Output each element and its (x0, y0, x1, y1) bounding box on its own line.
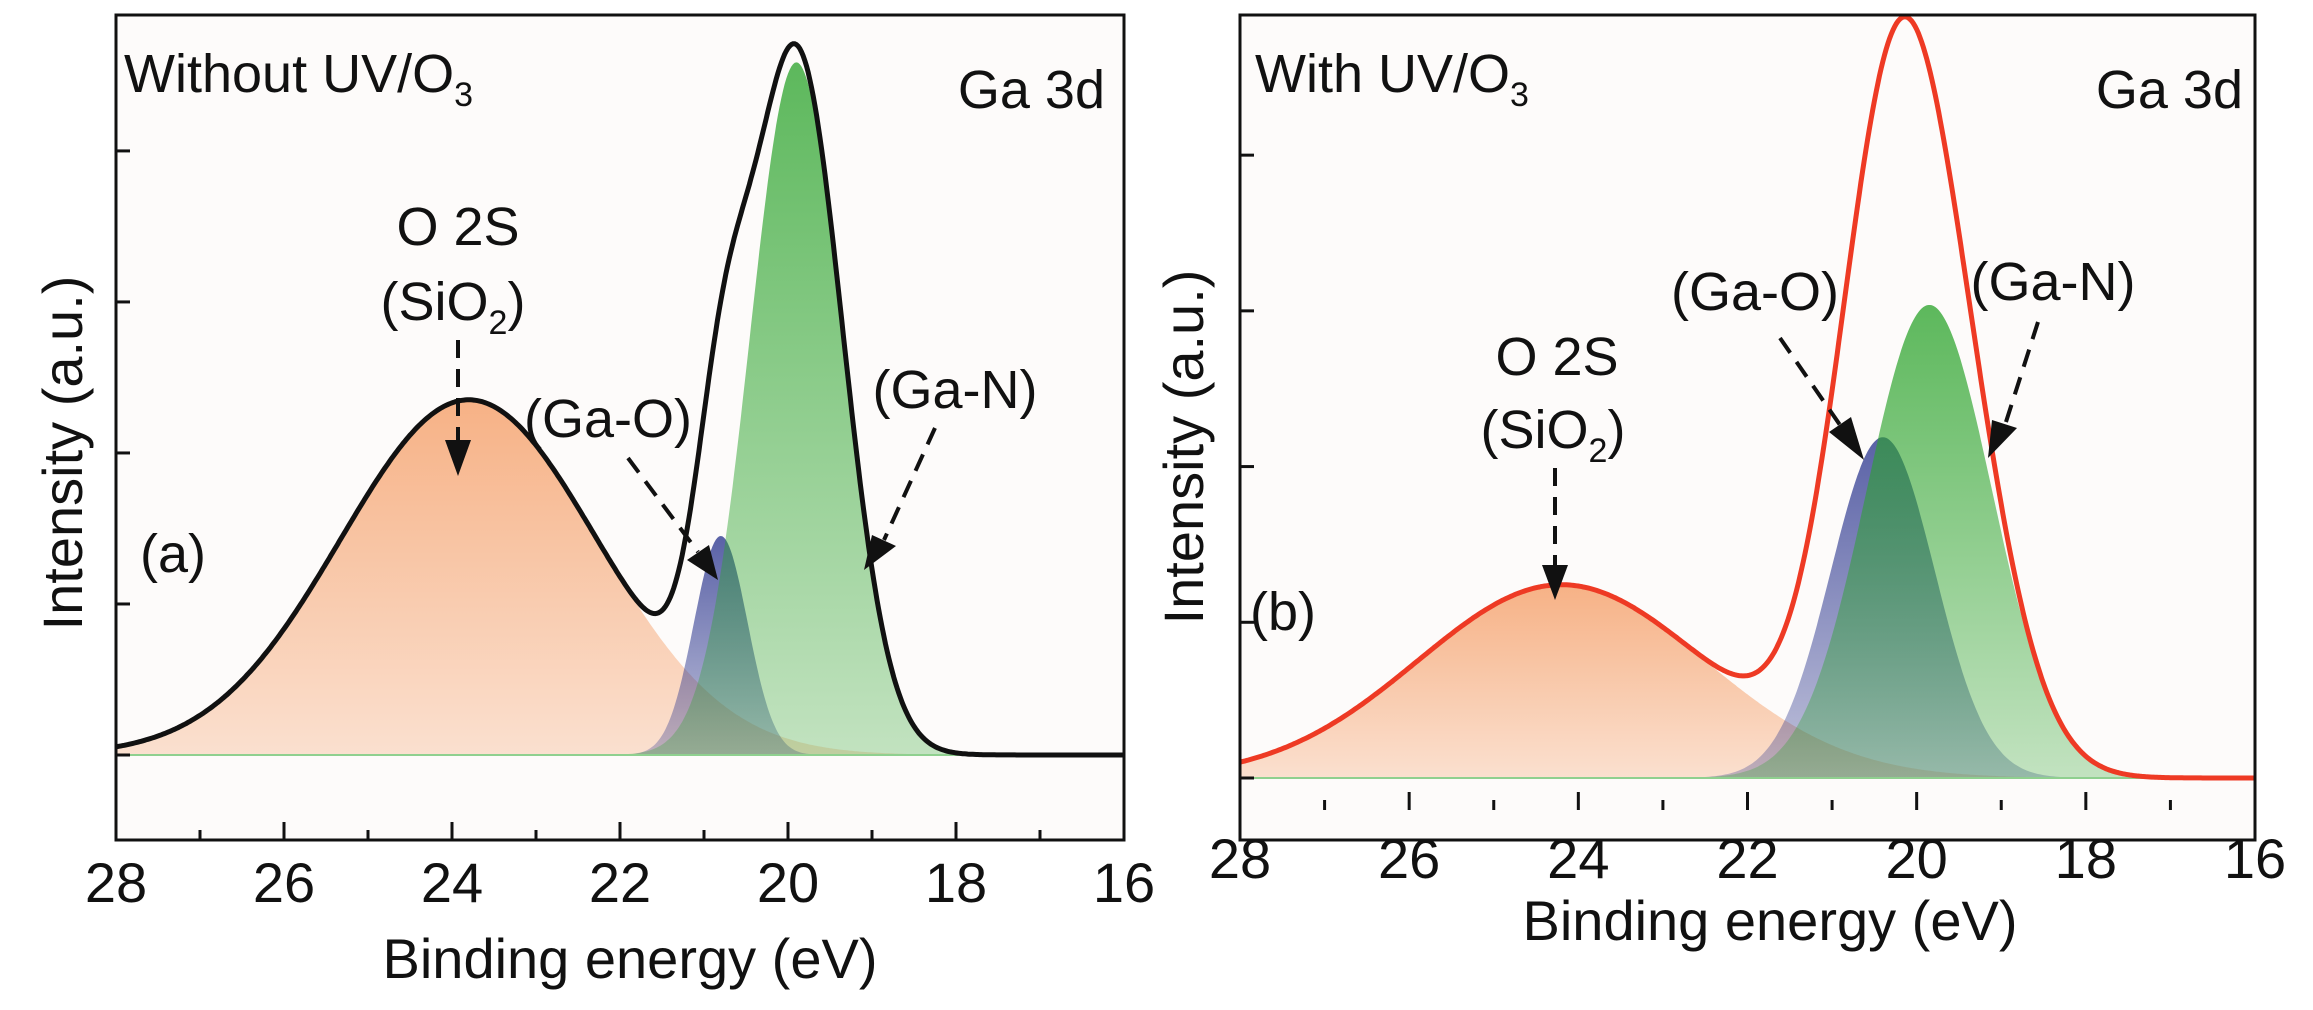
annotation-gao-a: (Ga-O) (524, 389, 692, 449)
x-axis-label-a: Binding energy (eV) (383, 927, 878, 990)
annotation-o2s-b: O 2S (1495, 327, 1618, 387)
annotation-sio2-a: (SiO2) (381, 272, 526, 342)
annotation-gao-b: (Ga-O) (1671, 262, 1839, 322)
x-tick-label: 22 (589, 851, 651, 914)
condition-label-a: Without UV/O3 (124, 44, 473, 114)
arrow-gao-b (1778, 336, 1864, 460)
panel-b: 28 26 24 22 20 18 16 With UV/O3 Ga 3d (b) O 2S… (1152, 13, 2286, 952)
x-tick-label: 24 (1547, 827, 1609, 890)
panel-label-a: (a) (140, 524, 206, 584)
x-tick-label: 20 (1886, 827, 1948, 890)
annotation-sio2-b: (SiO2) (1481, 400, 1626, 470)
arrow-o2s-b (1542, 468, 1568, 600)
x-tick-label: 24 (421, 851, 483, 914)
panel-a: 28 26 24 22 20 18 16 Without UV/O3 Ga 3d (a) O… (31, 13, 1155, 990)
condition-label-b: With UV/O3 (1255, 44, 1529, 114)
plot-frame-b (1238, 13, 2257, 842)
x-tick-label: 16 (1093, 851, 1155, 914)
y-axis-label-a: Intensity (a.u.) (31, 276, 94, 631)
y-axis-label-b: Intensity (a.u.) (1152, 270, 1215, 625)
x-ticks-b: 28 26 24 22 20 18 16 (1209, 153, 2286, 890)
arrow-gan-a (864, 427, 937, 570)
arrow-o2s-a (445, 340, 471, 476)
x-tick-label: 26 (1378, 827, 1440, 890)
envelope-curve (115, 41, 1124, 758)
x-tick-label: 26 (253, 851, 315, 914)
envelope-curve (1239, 14, 2255, 781)
x-tick-label: 28 (85, 851, 147, 914)
component-peak-o-2s-sio2- (1240, 584, 2255, 778)
arrow-gan-b (1988, 321, 2040, 458)
spectrum-b (1239, 14, 2255, 781)
annotation-gan-a: (Ga-N) (873, 360, 1038, 420)
region-label-a: Ga 3d (958, 60, 1105, 120)
panel-label-b: (b) (1250, 582, 1316, 642)
region-label-b: Ga 3d (2096, 60, 2243, 120)
x-ticks-a: 28 26 24 22 20 18 16 (85, 149, 1155, 914)
annotation-gan-b: (Ga-N) (1971, 252, 2136, 312)
arrow-gao-a (626, 456, 718, 580)
x-tick-label: 18 (2055, 827, 2117, 890)
x-tick-label: 22 (1716, 827, 1778, 890)
x-axis-label-b: Binding energy (eV) (1523, 889, 2018, 952)
x-tick-label: 20 (757, 851, 819, 914)
x-tick-label: 18 (925, 851, 987, 914)
annotation-o2s-a: O 2S (396, 197, 519, 257)
spectrum-a (115, 41, 1124, 758)
plot-frame-a (114, 13, 1126, 842)
component-peak-ga-n (1240, 305, 2255, 778)
